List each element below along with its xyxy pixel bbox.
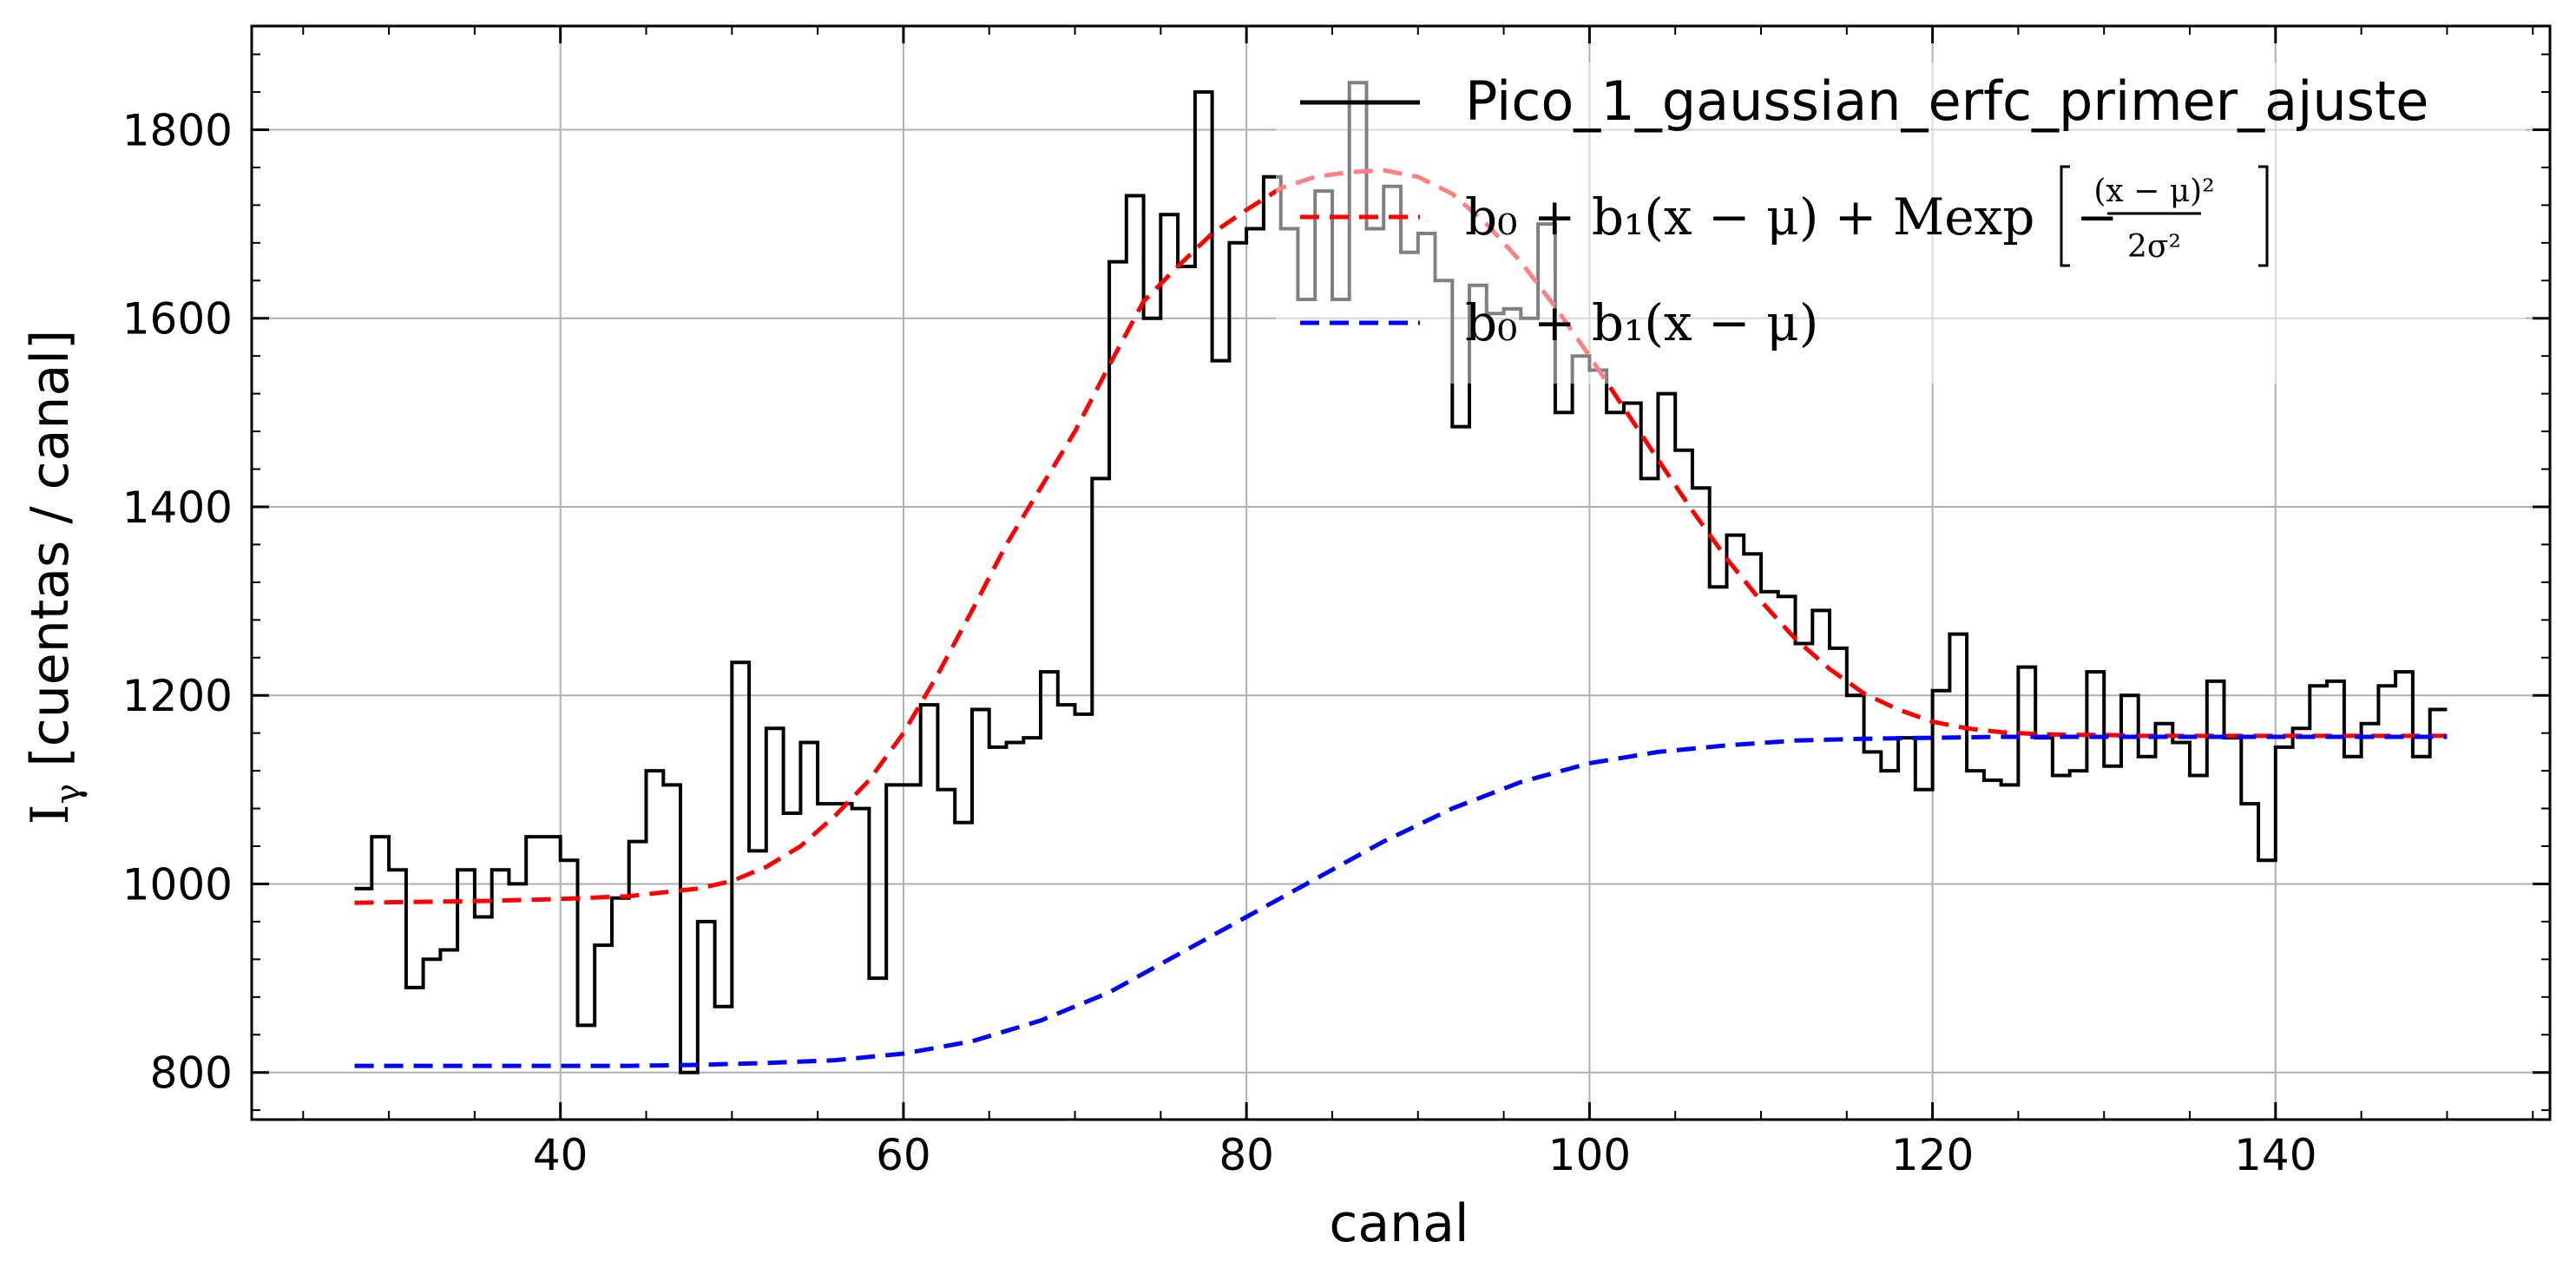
- y-axis-title-main: I: [20, 805, 81, 825]
- axis-ticks: [252, 26, 2550, 1120]
- y-tick-label: 800: [150, 1048, 233, 1099]
- legend-exponent-numerator: (x − μ)²: [2093, 174, 2214, 209]
- x-tick-label: 60: [876, 1130, 931, 1180]
- legend-bracket-left: [2060, 165, 2070, 267]
- y-tick-label: 1200: [122, 671, 233, 721]
- series-2-line: [354, 734, 2448, 1068]
- y-tick-label: 1000: [122, 859, 233, 910]
- x-tick-label: 100: [1548, 1130, 1631, 1180]
- x-tick-label: 140: [2234, 1130, 2316, 1180]
- y-axis-title-sub: γ: [49, 784, 89, 805]
- legend-minus-sign: −: [2076, 187, 2119, 246]
- plot-frame: [250, 24, 2552, 1121]
- y-axis-title-rest: [cuentas / canal]: [20, 330, 81, 784]
- x-tick-label: 40: [533, 1130, 588, 1180]
- legend-label-histogram: Pico_1_gaussian_erfc_primer_ajuste: [1465, 69, 2428, 133]
- x-tick-label: 120: [1891, 1130, 1974, 1180]
- legend-bracket-right: [2258, 165, 2269, 267]
- legend-label-background: b₀ + b₁(x − μ): [1465, 293, 1818, 352]
- x-axis-title: canal: [1329, 1193, 1469, 1254]
- y-tick-label: 1600: [122, 294, 233, 345]
- legend: Pico_1_gaussian_erfc_primer_ajuste b₀ + …: [1276, 62, 2526, 384]
- x-tick-label: 80: [1219, 1130, 1274, 1180]
- tick-labels: 40 60 80 100 120 140 800 1000 1200 1400 1600 1800: [122, 105, 2317, 1180]
- y-axis-title: Iγ [cuentas / canal]: [20, 330, 89, 825]
- legend-exponent-denominator: 2σ²: [2127, 229, 2181, 265]
- y-tick-label: 1400: [122, 483, 233, 533]
- y-tick-label: 1800: [122, 105, 233, 155]
- legend-label-total-fit: b₀ + b₁(x − μ) + Mexp: [1465, 187, 2034, 246]
- legend-box: [1276, 62, 2526, 384]
